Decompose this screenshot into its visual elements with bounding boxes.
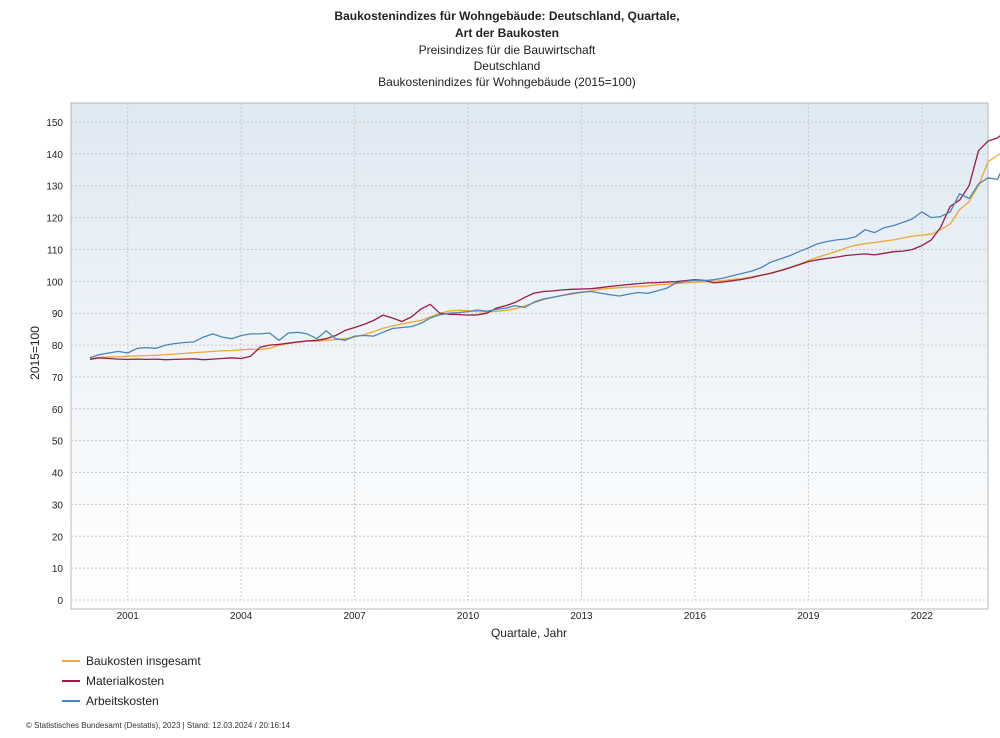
y-tick-label: 40 — [52, 469, 64, 480]
legend-item-baukosten[interactable]: Baukosten insgesamt — [62, 651, 201, 671]
source-footer: © Statistisches Bundesamt (Destatis), 20… — [26, 721, 291, 730]
legend-item-materialkosten[interactable]: Materialkosten — [62, 671, 201, 691]
y-tick-label: 90 — [52, 309, 64, 320]
legend-label-baukosten: Baukosten insgesamt — [86, 654, 201, 668]
y-tick-label: 130 — [46, 182, 63, 193]
series-line-2 — [89, 172, 1000, 359]
y-tick-label: 50 — [52, 437, 64, 448]
y-tick-label: 100 — [46, 277, 63, 288]
y-tick-label: 60 — [52, 405, 64, 416]
y-tick-label: 80 — [52, 341, 64, 352]
y-tick-label: 30 — [52, 500, 64, 511]
legend-swatch-materialkosten — [62, 680, 80, 682]
y-tick-label: 140 — [46, 150, 63, 161]
y-axis-label: 2015=100 — [28, 326, 42, 380]
chart-subtitle-line1: Preisindizes für die Bauwirtschaft — [418, 43, 596, 57]
legend-label-materialkosten: Materialkosten — [86, 674, 165, 688]
y-tick-label: 110 — [47, 245, 63, 256]
x-axis-label: Quartale, Jahr — [491, 626, 567, 640]
x-tick-label: 2016 — [684, 611, 707, 622]
chart-title-line1: Baukostenindizes für Wohngebäude: Deutsc… — [334, 9, 680, 23]
chart-titles: Baukostenindizes für Wohngebäude: Deutsc… — [0, 8, 1000, 90]
x-tick-label: 2001 — [117, 611, 140, 622]
legend-label-arbeitskosten: Arbeitskosten — [86, 694, 159, 708]
y-tick-label: 20 — [52, 532, 64, 543]
y-tick-label: 150 — [46, 118, 63, 129]
chart-title-line2: Art der Baukosten — [454, 26, 560, 40]
y-tick-label: 120 — [46, 214, 63, 225]
legend-item-arbeitskosten[interactable]: Arbeitskosten — [62, 691, 201, 711]
legend: Baukosten insgesamt Materialkosten Arbei… — [62, 651, 201, 711]
plot-area — [70, 102, 989, 610]
x-tick-label: 2013 — [570, 611, 593, 622]
x-tick-label: 2004 — [230, 611, 253, 622]
chart-subtitle-line3: Baukostenindizes für Wohngebäude (2015=1… — [378, 75, 636, 89]
chart-subtitle-line2: Deutschland — [473, 59, 541, 73]
y-tick-label: 0 — [57, 596, 63, 607]
legend-swatch-arbeitskosten — [62, 700, 80, 702]
x-tick-label: 2022 — [911, 611, 934, 622]
series-line-1 — [89, 134, 1000, 361]
x-axis-ticks: 2001 2004 2007 2010 2013 2016 2019 2022 — [117, 611, 934, 622]
y-axis-ticks: 0 10 20 30 40 50 60 70 80 90 100 110 120 130 140 150 — [46, 118, 63, 607]
legend-swatch-baukosten — [62, 660, 80, 662]
x-tick-label: 2010 — [457, 611, 480, 622]
series-lines — [89, 134, 1000, 361]
x-tick-label: 2019 — [797, 611, 820, 622]
grid-lines — [71, 103, 988, 601]
x-tick-label: 2007 — [343, 611, 366, 622]
y-tick-label: 70 — [52, 373, 64, 384]
y-tick-label: 10 — [52, 564, 64, 575]
